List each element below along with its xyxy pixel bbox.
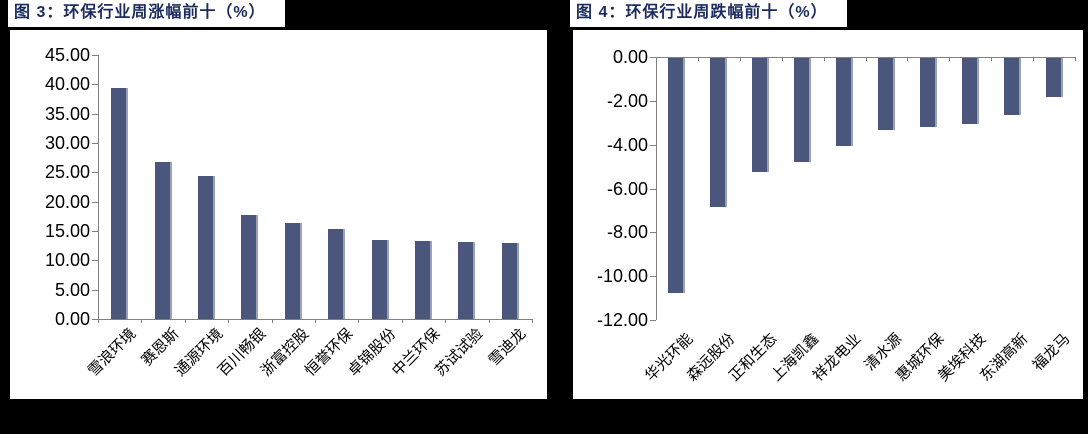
x-tick-mark	[697, 57, 699, 61]
y-axis-tick-label: -2.00	[606, 90, 648, 111]
x-tick-mark	[739, 57, 741, 61]
bar	[752, 58, 770, 172]
x-tick-mark	[488, 319, 490, 323]
x-tick-mark	[907, 57, 909, 61]
x-tick-mark	[315, 319, 316, 323]
y-axis-tick-label: 35.00	[44, 103, 90, 124]
y-tick-mark	[92, 172, 98, 174]
y-tick-mark	[650, 188, 656, 190]
bar	[371, 239, 389, 319]
y-tick-mark	[92, 289, 98, 291]
bar	[836, 58, 854, 146]
figure3-title: 图 3：环保行业周涨幅前十（%）	[8, 0, 285, 27]
y-axis-tick-label: -4.00	[606, 134, 648, 155]
x-tick-mark	[656, 57, 657, 61]
bar	[961, 58, 979, 124]
y-tick-mark	[92, 55, 98, 56]
y-axis-tick-label: -12.00	[596, 310, 648, 330]
y-axis-tick-label: -10.00	[596, 266, 648, 287]
y-tick-mark	[650, 276, 656, 278]
x-tick-mark	[271, 319, 273, 323]
bar	[668, 58, 686, 293]
bar	[919, 58, 937, 128]
y-tick-mark	[650, 100, 656, 102]
y-tick-mark	[92, 113, 98, 115]
y-axis-line	[656, 57, 657, 320]
x-tick-mark	[823, 57, 825, 61]
bar	[710, 58, 728, 208]
x-tick-mark	[184, 319, 186, 323]
x-tick-mark	[865, 57, 867, 61]
bar	[111, 87, 129, 319]
x-tick-mark	[228, 319, 230, 323]
figure4-losers-chart: -12.00 -10.00 -8.00 -6.00 -4.00 -2.00 0.00 华光环能…	[573, 30, 1083, 399]
y-tick-mark	[650, 57, 656, 58]
bar	[415, 240, 432, 319]
y-axis-tick-label: 0.00	[54, 309, 90, 329]
y-axis-tick-label: 15.00	[44, 221, 90, 241]
y-tick-mark	[650, 144, 656, 146]
bar	[328, 229, 346, 319]
y-tick-mark	[92, 143, 98, 144]
y-axis-tick-label: 30.00	[44, 133, 90, 153]
x-tick-mark	[445, 319, 447, 323]
y-tick-mark	[92, 319, 98, 320]
bar	[284, 223, 302, 319]
y-axis-tick-label: -6.00	[606, 178, 648, 199]
y-tick-mark	[650, 232, 656, 234]
bar	[877, 58, 895, 131]
y-axis-tick-label: 25.00	[44, 162, 90, 183]
y-axis-tick-label: 5.00	[54, 279, 90, 300]
y-axis-tick-label: -8.00	[606, 222, 648, 243]
y-tick-mark	[92, 260, 98, 262]
x-tick-mark	[98, 319, 99, 323]
x-tick-mark	[949, 57, 951, 61]
x-tick-mark	[141, 319, 143, 323]
y-tick-mark	[92, 84, 98, 86]
y-axis-tick-label: 0.00	[612, 47, 648, 67]
y-tick-mark	[92, 231, 98, 232]
x-tick-mark	[781, 57, 783, 61]
y-axis-tick-label: 40.00	[44, 74, 90, 95]
bar	[501, 243, 519, 319]
y-tick-mark	[92, 201, 98, 203]
bar	[1003, 58, 1021, 115]
x-tick-mark	[358, 319, 360, 323]
figure4-title: 图 4：环保行业周跌幅前十（%）	[570, 0, 847, 27]
x-tick-mark	[1033, 57, 1035, 61]
bar	[794, 58, 812, 163]
x-tick-mark	[1075, 57, 1076, 61]
bar	[198, 175, 215, 319]
figure3-gainers-chart: 0.00 5.00 10.00 15.00 20.00 25.00 30.00 35.00 40…	[10, 30, 547, 399]
y-axis-tick-label: 20.00	[44, 191, 90, 212]
x-tick-mark	[991, 57, 993, 61]
bar	[458, 241, 476, 319]
x-tick-mark	[401, 319, 403, 323]
y-axis-tick-label: 45.00	[44, 45, 90, 65]
bar	[154, 161, 172, 319]
y-tick-mark	[650, 320, 656, 321]
bar	[241, 215, 259, 319]
bar	[1045, 58, 1063, 98]
y-axis-line	[98, 55, 99, 319]
y-axis-tick-label: 10.00	[44, 250, 90, 271]
x-tick-mark	[532, 319, 533, 323]
